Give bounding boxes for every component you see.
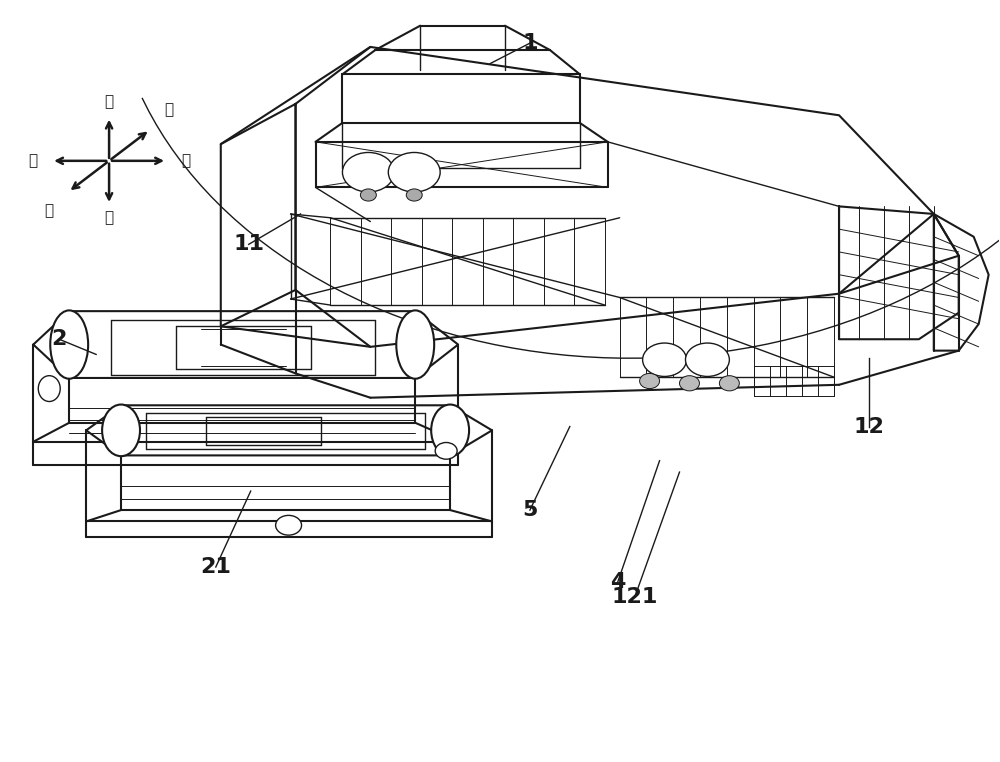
Text: 左: 左 bbox=[29, 153, 38, 168]
Circle shape bbox=[643, 343, 686, 376]
Ellipse shape bbox=[396, 310, 434, 379]
Text: 121: 121 bbox=[611, 588, 658, 607]
Circle shape bbox=[342, 152, 394, 192]
Text: 11: 11 bbox=[233, 235, 264, 255]
Circle shape bbox=[719, 376, 739, 391]
Text: 下: 下 bbox=[105, 210, 114, 226]
Text: 右: 右 bbox=[181, 153, 190, 168]
Ellipse shape bbox=[435, 443, 457, 459]
Ellipse shape bbox=[50, 310, 88, 379]
Text: 2: 2 bbox=[52, 329, 67, 349]
Text: 1: 1 bbox=[522, 33, 538, 53]
Ellipse shape bbox=[102, 405, 140, 456]
Text: 上: 上 bbox=[105, 94, 114, 109]
Text: 21: 21 bbox=[200, 557, 231, 577]
Circle shape bbox=[406, 189, 422, 201]
Text: 4: 4 bbox=[610, 572, 625, 592]
Circle shape bbox=[685, 343, 729, 376]
Circle shape bbox=[360, 189, 376, 201]
Text: 5: 5 bbox=[522, 500, 538, 520]
Text: 后: 后 bbox=[164, 101, 173, 117]
Ellipse shape bbox=[431, 405, 469, 456]
Text: 12: 12 bbox=[854, 417, 884, 437]
Text: 前: 前 bbox=[45, 203, 54, 219]
Ellipse shape bbox=[276, 515, 302, 535]
Circle shape bbox=[680, 376, 699, 391]
Circle shape bbox=[388, 152, 440, 192]
Circle shape bbox=[640, 373, 660, 389]
Ellipse shape bbox=[38, 376, 60, 402]
